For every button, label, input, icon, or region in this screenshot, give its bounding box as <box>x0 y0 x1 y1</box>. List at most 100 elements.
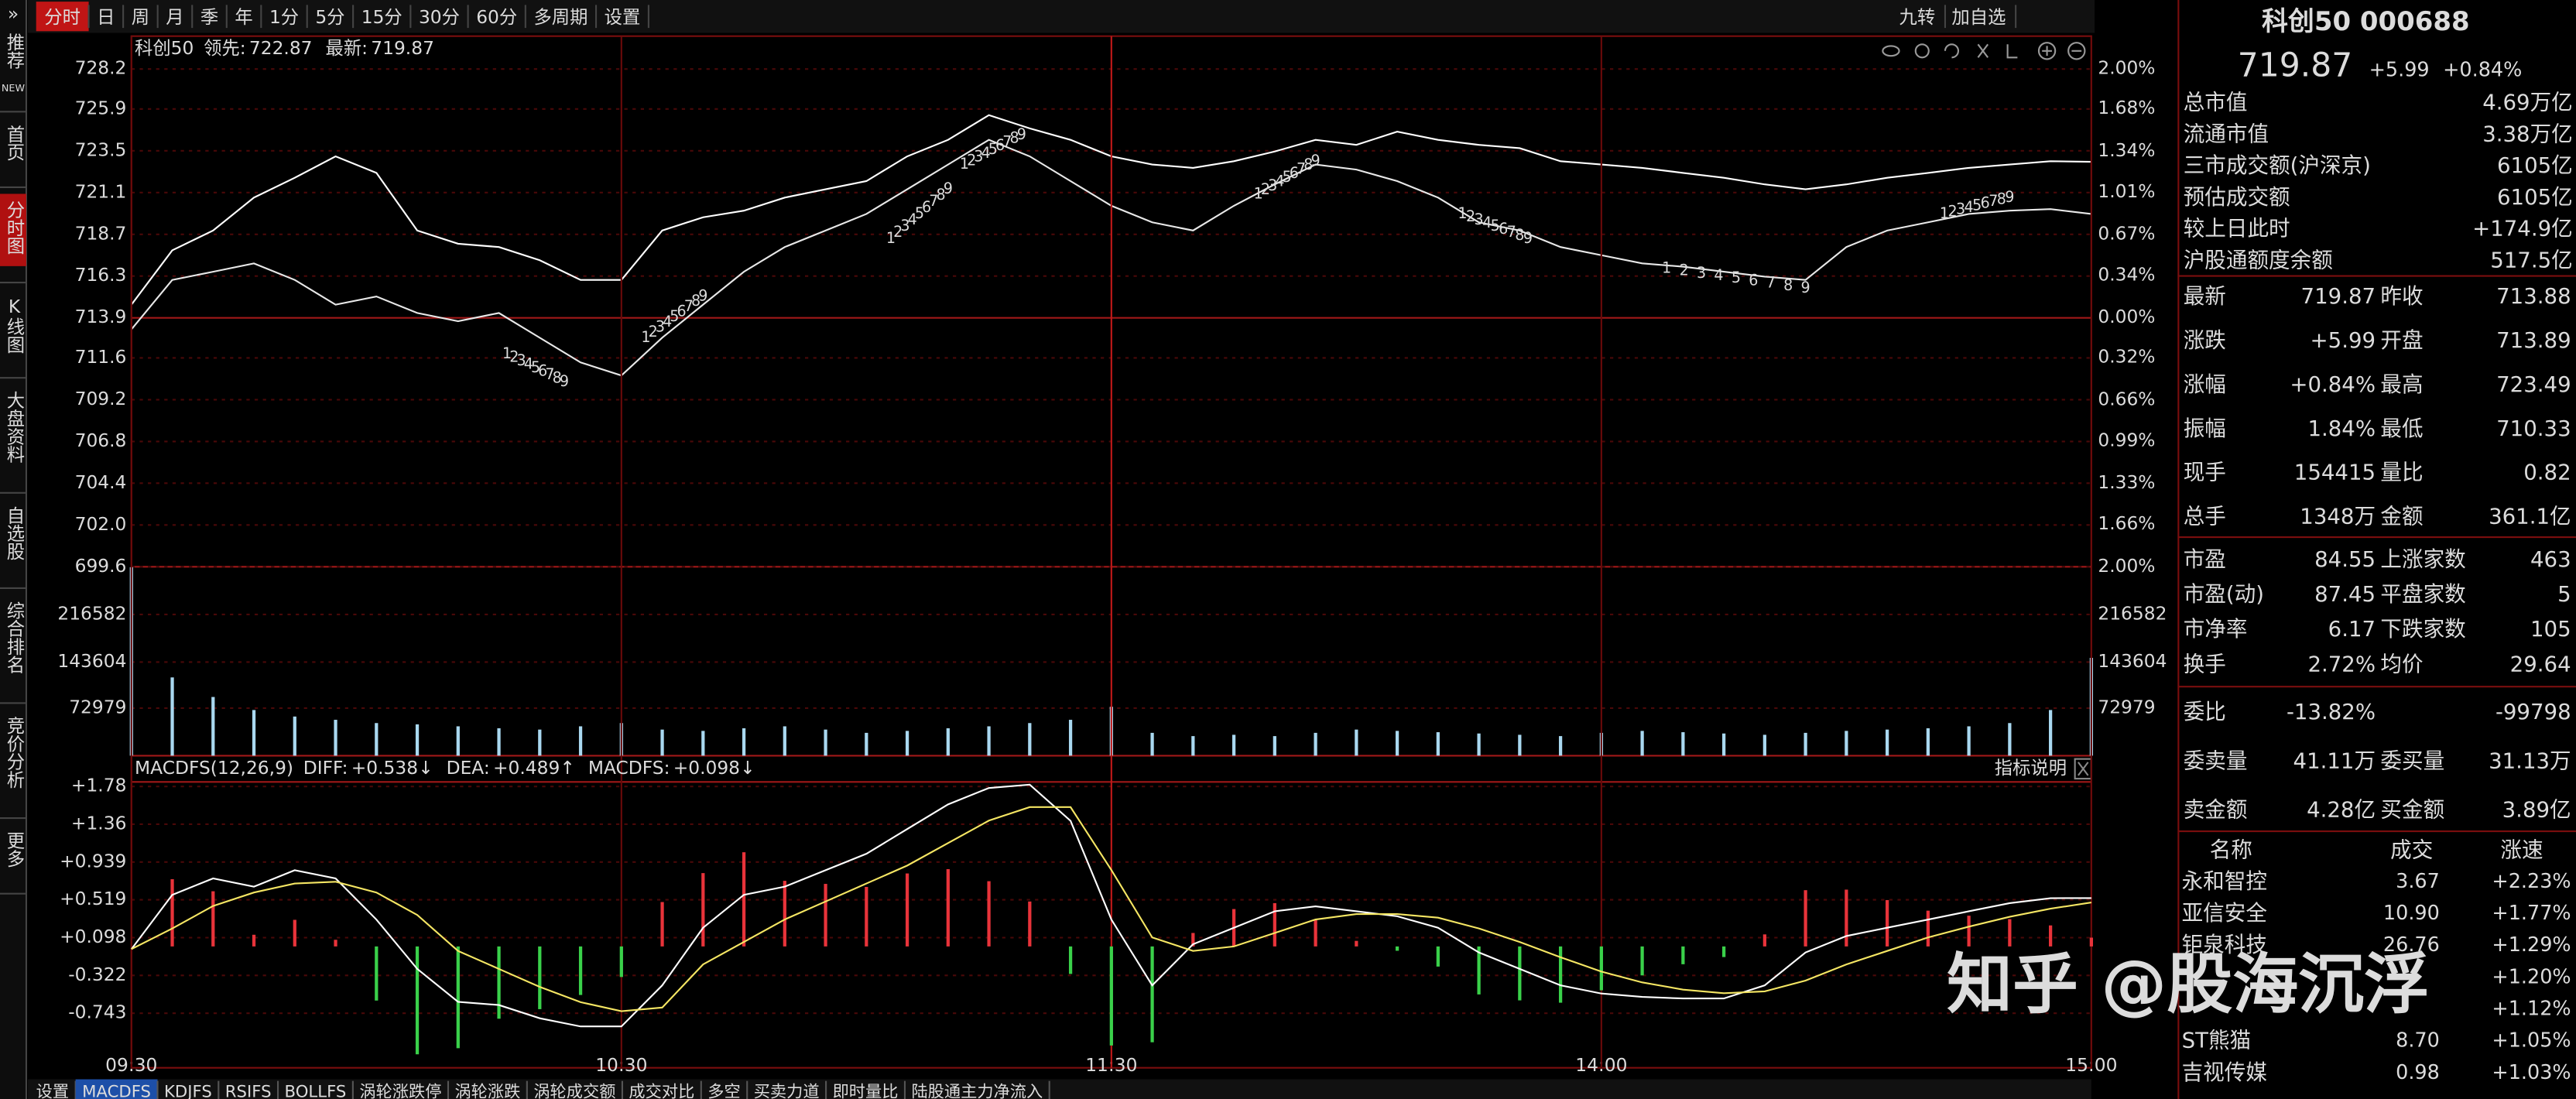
zoom-in-icon[interactable] <box>2037 42 2057 60</box>
erase-icon[interactable] <box>2006 44 2018 59</box>
toolbar-item[interactable]: 月 <box>166 6 183 28</box>
sidebar-item[interactable]: 首页 <box>3 125 25 161</box>
toolbar-item[interactable]: 周 <box>132 6 149 28</box>
list-name[interactable]: ST熊猫 <box>2182 1028 2252 1053</box>
nine-turn-digit: 8 <box>1997 190 2006 207</box>
list-name[interactable]: 亚信安全 <box>2182 900 2267 926</box>
nine-turn-digit: 5 <box>1283 168 1292 186</box>
sidebar-item[interactable]: 综合排名 <box>3 601 25 673</box>
tab[interactable]: KDJFS <box>164 1083 212 1099</box>
y-tick-label: 716.3 <box>75 264 127 286</box>
toolbar-item[interactable]: 多周期 <box>533 6 587 28</box>
nine-turn-digit: 8 <box>1515 226 1524 244</box>
stat-label: 市盈(动) <box>2184 581 2264 607</box>
toolbar-item[interactable]: 30分 <box>419 6 460 28</box>
stat-label: 换手 <box>2184 651 2226 676</box>
volume-bar <box>538 729 542 756</box>
volume-bar <box>987 726 991 756</box>
toolbar-item[interactable]: 分时 <box>44 6 80 28</box>
y-tick-label: +1.36 <box>71 812 126 834</box>
summary-value: 6105 <box>2497 152 2551 178</box>
nine-turn-digit: 9 <box>1523 229 1533 247</box>
toolbar-item[interactable]: 日 <box>97 6 115 28</box>
tab[interactable]: 设置 <box>36 1083 69 1099</box>
tab[interactable]: 多空 <box>707 1083 740 1099</box>
tab[interactable]: 涡轮成交额 <box>533 1083 615 1099</box>
volume-bar <box>375 723 379 756</box>
tab[interactable]: 陆股通主力净流入 <box>911 1083 1043 1099</box>
nine-turn-digit: 5 <box>670 307 679 325</box>
tab[interactable]: RSIFS <box>225 1083 272 1099</box>
nine-turn-digit: 9 <box>2005 188 2014 206</box>
nine-turn-digit: 3 <box>656 318 665 336</box>
cut-icon[interactable] <box>1977 43 1989 58</box>
stat-value: 361.1亿 <box>2489 504 2571 529</box>
toolbar-item[interactable]: 设置 <box>605 6 641 28</box>
tab[interactable]: 即时量比 <box>833 1083 899 1099</box>
y-tick-label: 709.2 <box>75 388 127 409</box>
sidebar-item[interactable]: 更多 <box>3 831 25 868</box>
sidebar-item[interactable]: 竞价分析 <box>3 716 25 789</box>
macd-bar <box>2008 919 2012 947</box>
sidebar-item[interactable]: 自选股 <box>3 505 25 560</box>
nine-turn-digit: 2 <box>1261 180 1270 198</box>
list-change: +1.05% <box>2492 1029 2571 1053</box>
tab[interactable]: 涡轮涨跌 <box>454 1083 520 1099</box>
sidebar-item[interactable]: 推荐 <box>3 33 25 69</box>
sidebar-item[interactable]: K线图 <box>3 296 25 354</box>
list-name[interactable]: 永和智控 <box>2182 868 2267 894</box>
stat-label: 量比 <box>2380 460 2423 485</box>
nine-turn-digit: 6 <box>995 136 1005 154</box>
list-change: +1.12% <box>2492 998 2571 1021</box>
nine-turn-digit: 4 <box>1965 198 1974 216</box>
toolbar-item[interactable]: 季 <box>200 6 218 28</box>
macd-bar <box>905 873 909 947</box>
tab[interactable]: 买卖力道 <box>754 1083 820 1099</box>
macd-bar <box>1721 946 1726 957</box>
nine-turn-digit: 3 <box>1956 200 1965 218</box>
toolbar-item[interactable]: 1分 <box>269 6 299 28</box>
macd-bar <box>1109 946 1113 1046</box>
sidebar-item[interactable]: 大盘资料 <box>3 391 25 464</box>
toolbar-item[interactable]: 5分 <box>315 6 344 28</box>
toolbar-right-item[interactable]: 加自选 <box>1951 6 2006 28</box>
sidebar-badge: NEW <box>2 83 26 94</box>
y-tick-label: 728.2 <box>75 57 127 79</box>
y-tick-label: 711.6 <box>75 346 127 368</box>
undo-icon[interactable] <box>1944 43 1959 59</box>
tab[interactable]: MACDFS <box>82 1083 151 1099</box>
nine-turn-digit: 3 <box>1697 264 1706 282</box>
indicator-help[interactable]: 指标说明 <box>1995 757 2067 779</box>
zoom-out-icon[interactable] <box>2067 42 2086 60</box>
toolbar-item[interactable]: 15分 <box>361 6 402 28</box>
y2-tick-label: 1.34% <box>2098 139 2155 161</box>
volume-bar <box>497 728 501 756</box>
nine-turn-digit: 8 <box>1303 156 1313 173</box>
toolbar-right-item[interactable]: 九转 <box>1899 6 1936 28</box>
toolbar-item[interactable]: 年 <box>235 6 252 28</box>
sidebar-item[interactable]: 分时图 <box>3 200 25 255</box>
macd-bar <box>660 902 664 947</box>
list-name[interactable]: 吉视传媒 <box>2182 1060 2267 1085</box>
volume-bar <box>334 720 337 756</box>
list-name[interactable]: 钜泉科技 <box>2182 932 2267 957</box>
stat-value: 154415 <box>2294 460 2376 485</box>
toolbar-item[interactable]: 60分 <box>476 6 517 28</box>
tab[interactable]: 成交对比 <box>629 1083 694 1099</box>
nine-turn-digit: 5 <box>1491 217 1500 235</box>
tab[interactable]: BOLLFS <box>285 1083 347 1099</box>
toolbar-active-bg <box>36 2 89 32</box>
nine-turn-digit: 2 <box>1947 202 1957 220</box>
nine-turn-digit: 7 <box>545 365 554 383</box>
tab[interactable]: 涡轮涨跌停 <box>359 1083 441 1099</box>
nine-turn-digit: 2 <box>1466 207 1475 225</box>
hand-icon[interactable] <box>1914 43 1930 59</box>
sidebar-toggle[interactable]: » <box>8 3 19 25</box>
eye-icon[interactable] <box>1882 45 1900 57</box>
list-change: +1.77% <box>2492 902 2571 925</box>
volume-bar <box>2008 723 2012 756</box>
stat-value: 2.72% <box>2307 651 2376 676</box>
summary-label: 预估成交额 <box>2184 184 2290 210</box>
legend-name: DEA: <box>447 757 490 779</box>
